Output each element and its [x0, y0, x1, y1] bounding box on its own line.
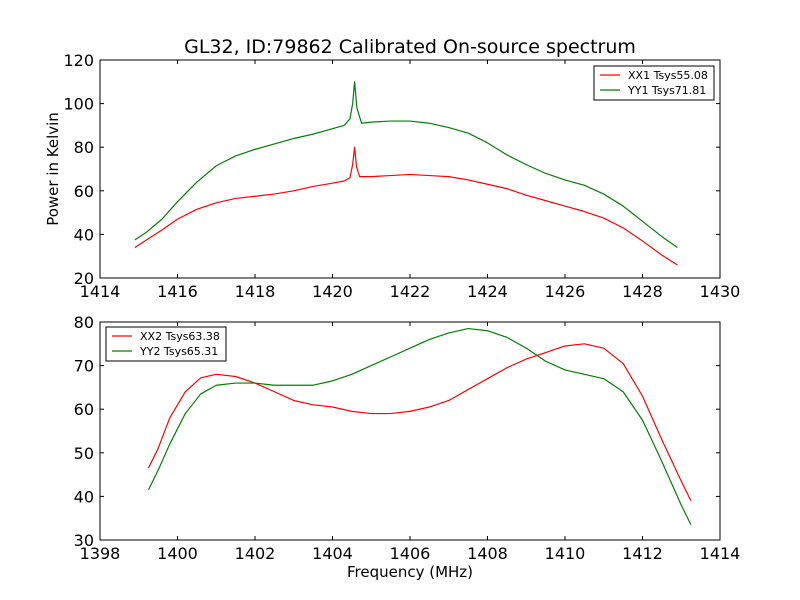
y-tick-label: 20 — [74, 269, 94, 288]
x-tick-label: 1398 — [80, 544, 121, 563]
legend-label: XX2 Tsys63.38 — [140, 330, 220, 343]
y-tick-label: 120 — [63, 51, 94, 70]
y-tick-label: 100 — [63, 95, 94, 114]
x-tick-label: 1410 — [545, 544, 586, 563]
x-axis-label-bottom: Frequency (MHz) — [347, 563, 473, 581]
x-tick-label: 1428 — [622, 282, 663, 301]
bottom-panel: 1398 1400 1402 1404 1406 1408 1410 1412 1414 30 40… — [74, 313, 741, 563]
chart-title: GL32, ID:79862 Calibrated On-source spec… — [184, 36, 636, 58]
series-line-1-2 — [134, 81, 678, 248]
legend: XX2 Tsys63.38 YY2 Tsys65.31 — [105, 326, 227, 362]
legend-label: XX1 Tsys55.08 — [628, 69, 708, 82]
y-tick-label: 80 — [74, 138, 94, 157]
x-tick-label: 1414 — [80, 282, 121, 301]
x-tick-label: 1408 — [467, 544, 508, 563]
x-tick-label: 1420 — [312, 282, 353, 301]
legend-box — [593, 65, 715, 101]
legend-label: YY1 Tsys71.81 — [627, 84, 706, 97]
x-tick-label: 1418 — [235, 282, 276, 301]
x-tick-label: 1426 — [545, 282, 586, 301]
y-tick-label: 70 — [74, 357, 94, 376]
series-line-1-1 — [134, 146, 678, 266]
legend-box — [105, 326, 227, 362]
series-line-2-2 — [147, 327, 692, 526]
x-tick-label: 1406 — [390, 544, 431, 563]
x-tick-label: 1402 — [235, 544, 276, 563]
x-tick-label: 1404 — [312, 544, 353, 563]
y-tick-label: 40 — [74, 225, 94, 244]
legend: XX1 Tsys55.08 YY1 Tsys71.81 — [593, 65, 715, 101]
x-tick-label: 1416 — [157, 282, 198, 301]
x-tick-label: 1430 — [700, 282, 741, 301]
y-tick-label: 60 — [74, 400, 94, 419]
x-tick-label: 1424 — [467, 282, 508, 301]
y-tick-label: 80 — [74, 313, 94, 332]
x-tick-label: 1412 — [622, 544, 663, 563]
y-axis-label-top: Power in Kelvin — [44, 112, 62, 226]
series-line-2-1 — [147, 343, 692, 502]
y-tick-label: 50 — [74, 444, 94, 463]
legend-label: YY2 Tsys65.31 — [139, 345, 218, 358]
x-tick-label: 1422 — [390, 282, 431, 301]
y-tick-label: 30 — [74, 531, 94, 550]
y-tick-label: 60 — [74, 182, 94, 201]
y-tick-label: 40 — [74, 487, 94, 506]
top-panel: 1414 1416 1418 1420 1422 1424 1426 1428 1430 20 40… — [63, 51, 740, 301]
x-tick-label: 1400 — [157, 544, 198, 563]
x-tick-label: 1414 — [700, 544, 741, 563]
